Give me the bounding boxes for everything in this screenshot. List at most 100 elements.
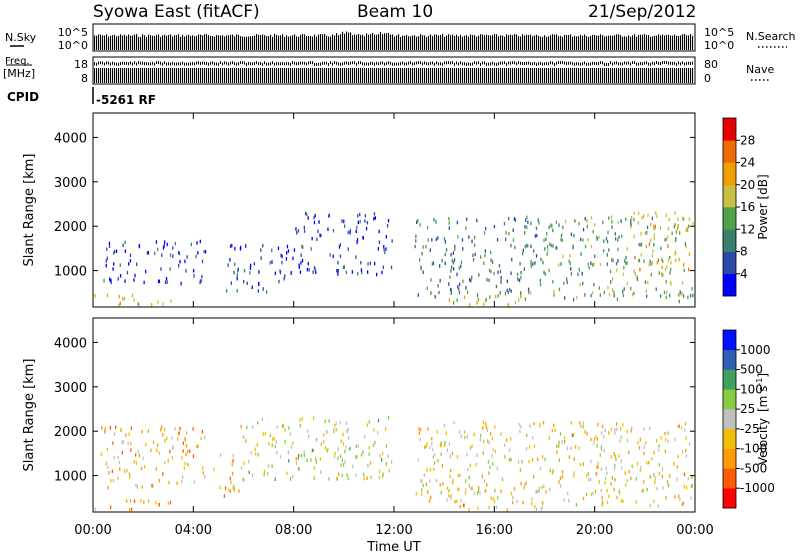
- nave-dot: [144, 62, 145, 66]
- nave-dot: [256, 61, 257, 65]
- radar-cell: [271, 260, 273, 264]
- freq-bar: [204, 68, 206, 83]
- noise-bar: [682, 34, 684, 50]
- noise-bar: [394, 36, 396, 50]
- radar-cell: [668, 217, 670, 222]
- radar-cell: [425, 482, 428, 487]
- noise-tick-high-left: 10^5: [58, 26, 88, 39]
- noise-bar: [342, 31, 344, 50]
- nave-dot: [190, 62, 191, 66]
- nave-dot: [398, 62, 399, 66]
- radar-cell: [603, 239, 605, 243]
- radar-cell: [586, 224, 588, 229]
- radar-cell: [584, 293, 586, 297]
- radar-cell: [495, 294, 497, 299]
- noise-bar: [536, 34, 538, 50]
- freq-bar: [474, 68, 476, 83]
- radar-cell: [646, 294, 648, 298]
- radar-cell: [669, 293, 671, 298]
- freq-bar: [574, 68, 576, 83]
- radar-cell: [463, 503, 465, 508]
- noise-bar: [142, 34, 144, 50]
- radar-cell: [533, 249, 535, 253]
- radar-cell: [681, 216, 684, 221]
- radar-cell: [483, 231, 486, 235]
- radar-cell: [381, 458, 383, 462]
- noise-bar: [244, 36, 246, 50]
- radar-cell: [373, 217, 375, 221]
- radar-cell: [578, 446, 580, 450]
- radar-cell: [169, 253, 172, 257]
- radar-cell: [415, 239, 417, 243]
- radar-cell: [632, 292, 634, 297]
- noise-bar: [134, 34, 136, 50]
- radar-cell: [345, 445, 347, 449]
- radar-cell: [683, 268, 685, 273]
- radar-cell: [590, 492, 592, 497]
- radar-cell: [510, 437, 512, 441]
- radar-cell: [621, 234, 623, 238]
- radar-cell: [324, 446, 327, 450]
- radar-cell: [113, 262, 115, 266]
- nave-dot: [374, 62, 375, 66]
- radar-cell: [290, 271, 292, 276]
- radar-cell: [520, 294, 522, 299]
- radar-cell: [630, 286, 632, 291]
- freq-bar: [164, 68, 166, 83]
- freq-bar: [144, 68, 146, 83]
- freq-bar: [524, 68, 526, 83]
- freq-bar: [388, 68, 390, 83]
- radar-cell: [348, 436, 350, 440]
- noise-bar: [496, 34, 498, 50]
- noise-bar: [438, 35, 440, 50]
- radar-cell: [638, 211, 640, 216]
- radar-cell: [519, 468, 522, 472]
- radar-cell: [540, 507, 542, 512]
- noise-bar: [374, 34, 376, 50]
- radar-cell: [426, 442, 428, 446]
- radar-cell: [151, 483, 153, 488]
- radar-cell: [158, 279, 161, 284]
- radar-cell: [560, 484, 562, 488]
- freq-bar: [434, 68, 436, 83]
- freq-bar: [112, 68, 114, 83]
- noise-bar: [488, 35, 490, 50]
- cpid-label: CPID: [7, 90, 39, 104]
- nave-dot: [126, 61, 127, 65]
- nave-dot: [640, 62, 641, 66]
- radar-cell: [555, 246, 557, 250]
- radar-cell: [622, 272, 625, 276]
- noise-bar: [344, 33, 346, 50]
- nave-dot: [326, 61, 327, 65]
- nave-dot: [282, 61, 283, 65]
- radar-cell: [126, 270, 129, 275]
- freq-bar: [380, 68, 382, 83]
- freq-bar: [536, 68, 538, 83]
- nave-dot: [416, 61, 417, 65]
- radar-cell: [340, 463, 342, 467]
- radar-cell: [105, 264, 107, 268]
- radar-cell: [157, 300, 159, 304]
- freq-bars: [94, 68, 694, 83]
- radar-cell: [382, 265, 384, 269]
- radar-cell: [106, 247, 108, 251]
- radar-cell: [580, 424, 582, 429]
- radar-cell: [251, 285, 253, 290]
- noise-bar: [460, 34, 462, 50]
- radar-cell: [547, 248, 549, 253]
- nave-dot: [498, 62, 499, 66]
- radar-cell: [368, 446, 370, 450]
- radar-cell: [626, 261, 628, 265]
- radar-cell: [124, 249, 126, 253]
- radar-cell: [226, 289, 228, 293]
- radar-cell: [233, 485, 235, 490]
- freq-bar: [338, 68, 340, 83]
- radar-cell: [142, 456, 144, 461]
- radar-cell: [692, 293, 694, 298]
- freq-bar: [214, 68, 216, 83]
- noise-bar: [372, 32, 374, 50]
- radar-cell: [549, 487, 551, 492]
- nave-dot: [402, 61, 403, 65]
- radar-cell: [501, 477, 504, 482]
- radar-cell: [450, 269, 452, 273]
